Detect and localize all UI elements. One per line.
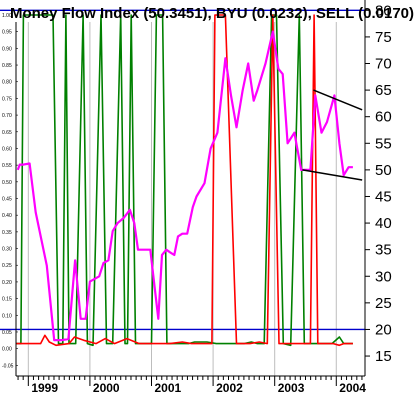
left-axis-label: 1.00 (2, 13, 12, 19)
left-axis-label: 0.60 (2, 146, 12, 152)
right-axis-label: 75 (375, 29, 392, 46)
left-axis-label: 0.75 (2, 96, 12, 102)
right-axis-label: 40 (375, 215, 392, 232)
right-axis-label: 65 (375, 82, 392, 99)
left-axis: 1.00 0.95 0.90 0.85 0.80 0.75 0.70 0.65 0.60 0.55… (2, 13, 18, 376)
left-axis-label: 0.00 (2, 347, 12, 353)
left-axis-label: 0.15 (2, 297, 12, 303)
left-axis-label: 0.90 (2, 46, 12, 52)
x-axis-label-2001: 2001 (155, 381, 182, 395)
trendline-0 (313, 89, 363, 111)
left-axis-label: 0.40 (2, 213, 12, 219)
data-series (16, 14, 353, 347)
left-axis-label: 0.20 (2, 280, 12, 286)
left-axis-label: 0.95 (2, 30, 12, 36)
trendlines (302, 89, 363, 181)
series-line-1 (16, 14, 353, 347)
x-axis-label-1999: 1999 (31, 381, 58, 395)
right-axis-label: 15 (375, 348, 392, 365)
left-axis-label: 0.85 (2, 63, 12, 69)
right-axis-label: 35 (375, 242, 392, 259)
x-axis: 1999 2000 2001 2002 2003 2004 (16, 375, 366, 395)
x-axis-label-2004: 2004 (339, 381, 366, 395)
right-axis-label: 30 (375, 268, 392, 285)
left-axis-label: 0.80 (2, 80, 12, 86)
series-line-0 (16, 30, 353, 342)
trendline-1 (302, 169, 363, 181)
right-axis: 15 20 25 30 35 40 45 50 55 60 65 70 75 80 (364, 0, 392, 376)
right-axis-label: 50 (375, 162, 392, 179)
left-axis-label: 0.45 (2, 197, 12, 203)
right-axis-label: 55 (375, 135, 392, 152)
left-axis-label: 0.70 (2, 113, 12, 119)
left-axis-label: 0.50 (2, 180, 12, 186)
chart-title: Money Flow Index (50.3451), BYU (0.0232)… (10, 5, 414, 22)
right-axis-label: 45 (375, 188, 392, 205)
left-axis-label: 0.25 (2, 263, 12, 269)
x-axis-label-2000: 2000 (93, 381, 120, 395)
x-axis-label-2003: 2003 (278, 381, 305, 395)
left-axis-label: 0.30 (2, 247, 12, 253)
right-axis-label: 60 (375, 109, 392, 126)
right-axis-label: 25 (375, 295, 392, 312)
series-line-2 (16, 14, 353, 347)
left-axis-label: 0.55 (2, 163, 12, 169)
x-axis-label-2002: 2002 (216, 381, 243, 395)
right-axis-label: 70 (375, 56, 392, 73)
left-axis-label: 0.10 (2, 313, 12, 319)
left-axis-label: 0.65 (2, 130, 12, 136)
left-axis-label: 0.35 (2, 230, 12, 236)
right-axis-label: 80 (375, 2, 392, 19)
left-axis-label: -0.05 (2, 363, 14, 369)
left-axis-label: 0.05 (2, 330, 12, 336)
right-axis-label: 20 (375, 321, 392, 338)
